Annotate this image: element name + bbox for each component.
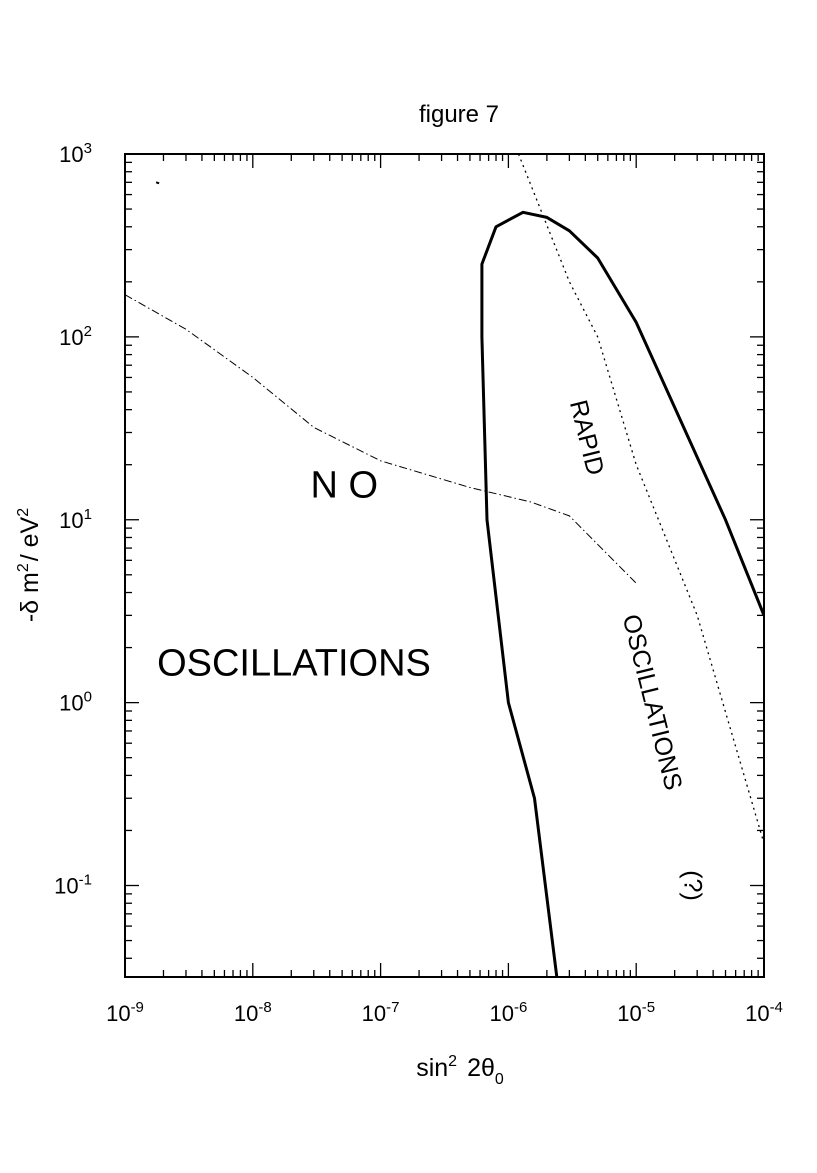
plot-frame xyxy=(124,153,765,978)
y-tick-label: 101 xyxy=(59,506,92,533)
region-label-1: N O xyxy=(311,465,379,507)
region-label-2: OSCILLATIONS xyxy=(157,642,431,684)
x-tick-label: 10-4 xyxy=(745,999,783,1026)
y-tick-label: 103 xyxy=(59,140,92,167)
y-axis-label: -δ m2/ eV2 xyxy=(15,508,44,622)
y-tick-label: 10-1 xyxy=(54,872,92,899)
x-tick-label: 10-7 xyxy=(362,999,400,1026)
x-tick-label: 10-8 xyxy=(234,999,272,1026)
series-layer xyxy=(125,154,764,977)
stray-point xyxy=(155,181,160,185)
series-line-1 xyxy=(480,210,764,977)
tick-layer: 10-9 10-8 10-7 10-6 10-5 10-4 10-1 100 101 102 103 xyxy=(54,140,783,1026)
x-tick-label: 10-5 xyxy=(617,999,655,1026)
chart-title: figure 7 xyxy=(419,101,499,128)
x-tick-label: 10-6 xyxy=(489,999,527,1026)
y-tick-label: 102 xyxy=(59,323,92,350)
annotation-layer: N O OSCILLATIONS RAPID OSCILLATIONS (?) xyxy=(157,397,707,901)
series-line-2 xyxy=(517,154,764,844)
region-label-3: RAPID xyxy=(564,397,610,478)
x-tick-label: 10-9 xyxy=(106,999,144,1026)
x-axis-label: sin2 2θ0 xyxy=(416,1053,504,1088)
region-label-5: (?) xyxy=(679,870,707,901)
y-tick-label: 100 xyxy=(59,689,92,716)
region-label-4: OSCILLATIONS xyxy=(617,612,688,794)
series-line-3 xyxy=(125,294,637,584)
